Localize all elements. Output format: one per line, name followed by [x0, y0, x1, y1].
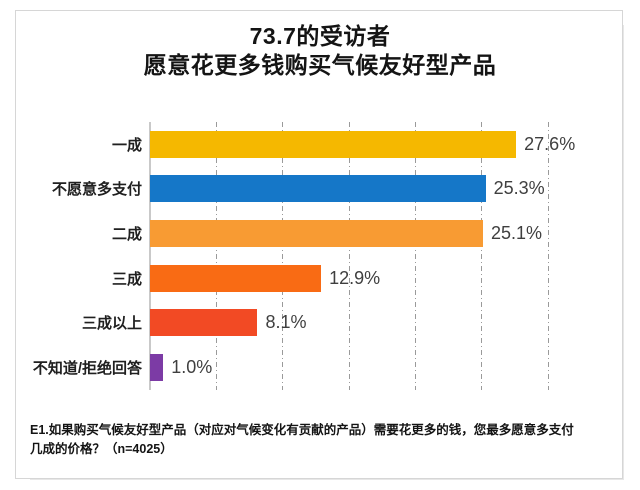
- category-label: 三成: [111, 270, 142, 288]
- category-label: 不知道/拒绝回答: [32, 360, 142, 378]
- bar-row: 27.6%: [150, 122, 620, 167]
- bar: [150, 175, 486, 203]
- bar: [150, 264, 322, 292]
- chart-title: 73.7的受访者 愿意花更多钱购买气候友好型产品: [0, 22, 640, 80]
- category-label: 三成以上: [81, 315, 142, 333]
- gridline-15: [348, 122, 350, 390]
- bar: [150, 354, 164, 382]
- bar-row: 12.9%: [150, 256, 620, 301]
- category-labels: 一成不愿意多支付二成三成三成以上不知道/拒绝回答: [28, 122, 142, 390]
- bar-row: 25.1%: [150, 211, 620, 256]
- category-label: 不愿意多支付: [51, 181, 142, 199]
- value-label: 8.1%: [265, 312, 307, 333]
- value-label: 25.1%: [490, 223, 543, 244]
- gridline-5: [215, 122, 217, 390]
- chart-title-line1: 73.7的受访者: [249, 23, 391, 49]
- gridline-30: [547, 122, 549, 390]
- bar: [150, 309, 258, 337]
- bar: [150, 130, 517, 158]
- gridline-20: [414, 122, 416, 390]
- category-label: 一成: [111, 136, 142, 154]
- bar-row: 1.0%: [150, 345, 620, 390]
- chart-title-line2: 愿意花更多钱购买气候友好型产品: [143, 52, 497, 78]
- y-axis-line: [149, 122, 151, 390]
- footnote: E1.如果购买气候友好型产品（对应对气候变化有贡献的产品）需要花更多的钱，您最多…: [30, 421, 605, 459]
- category-label: 二成: [111, 226, 142, 244]
- plot-area: 27.6% 25.3% 25.1% 12.9% 8.1% 1.0%: [149, 122, 620, 390]
- gridline-25: [481, 122, 483, 390]
- footnote-line2: 几成的价格？（n=4025）: [30, 442, 173, 456]
- bar-rows: 27.6% 25.3% 25.1% 12.9% 8.1% 1.0%: [150, 122, 620, 390]
- value-label: 25.3%: [493, 178, 545, 199]
- value-label: 12.9%: [329, 267, 381, 288]
- bar-chart: 一成不愿意多支付二成三成三成以上不知道/拒绝回答 27.6% 25.3% 25.1%…: [0, 122, 640, 390]
- bar: [150, 220, 483, 248]
- value-label: 1.0%: [171, 357, 213, 378]
- footnote-line1: E1.如果购买气候友好型产品（对应对气候变化有贡献的产品）需要花更多的钱，您最多…: [30, 423, 574, 437]
- bar-row: 25.3%: [150, 167, 620, 212]
- bar-row: 8.1%: [150, 301, 620, 346]
- gridline-10: [282, 122, 284, 390]
- value-label: 27.6%: [524, 133, 576, 154]
